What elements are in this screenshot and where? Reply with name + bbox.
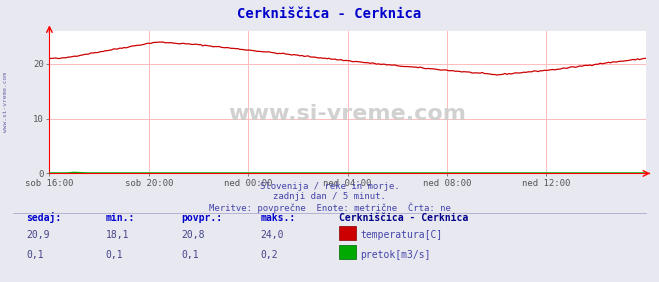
Text: 18,1: 18,1 (105, 230, 129, 240)
Text: 0,1: 0,1 (26, 250, 44, 260)
Text: 20,8: 20,8 (181, 230, 205, 240)
Text: 0,2: 0,2 (260, 250, 278, 260)
Text: www.si-vreme.com: www.si-vreme.com (229, 103, 467, 124)
Text: 0,1: 0,1 (105, 250, 123, 260)
Text: www.si-vreme.com: www.si-vreme.com (3, 72, 8, 131)
Text: povpr.:: povpr.: (181, 213, 222, 223)
Text: zadnji dan / 5 minut.: zadnji dan / 5 minut. (273, 192, 386, 201)
Text: Slovenija / reke in morje.: Slovenija / reke in morje. (260, 182, 399, 191)
Text: sedaj:: sedaj: (26, 212, 61, 223)
Text: 0,1: 0,1 (181, 250, 199, 260)
Text: Cerkniščica - Cerknica: Cerkniščica - Cerknica (237, 7, 422, 21)
Text: min.:: min.: (105, 213, 135, 223)
Text: temperatura[C]: temperatura[C] (360, 230, 443, 240)
Text: Cerkniščica - Cerknica: Cerkniščica - Cerknica (339, 213, 469, 223)
Text: 20,9: 20,9 (26, 230, 50, 240)
Text: 24,0: 24,0 (260, 230, 284, 240)
Text: Meritve: povprečne  Enote: metrične  Črta: ne: Meritve: povprečne Enote: metrične Črta:… (208, 203, 451, 213)
Text: maks.:: maks.: (260, 213, 295, 223)
Text: pretok[m3/s]: pretok[m3/s] (360, 250, 431, 260)
